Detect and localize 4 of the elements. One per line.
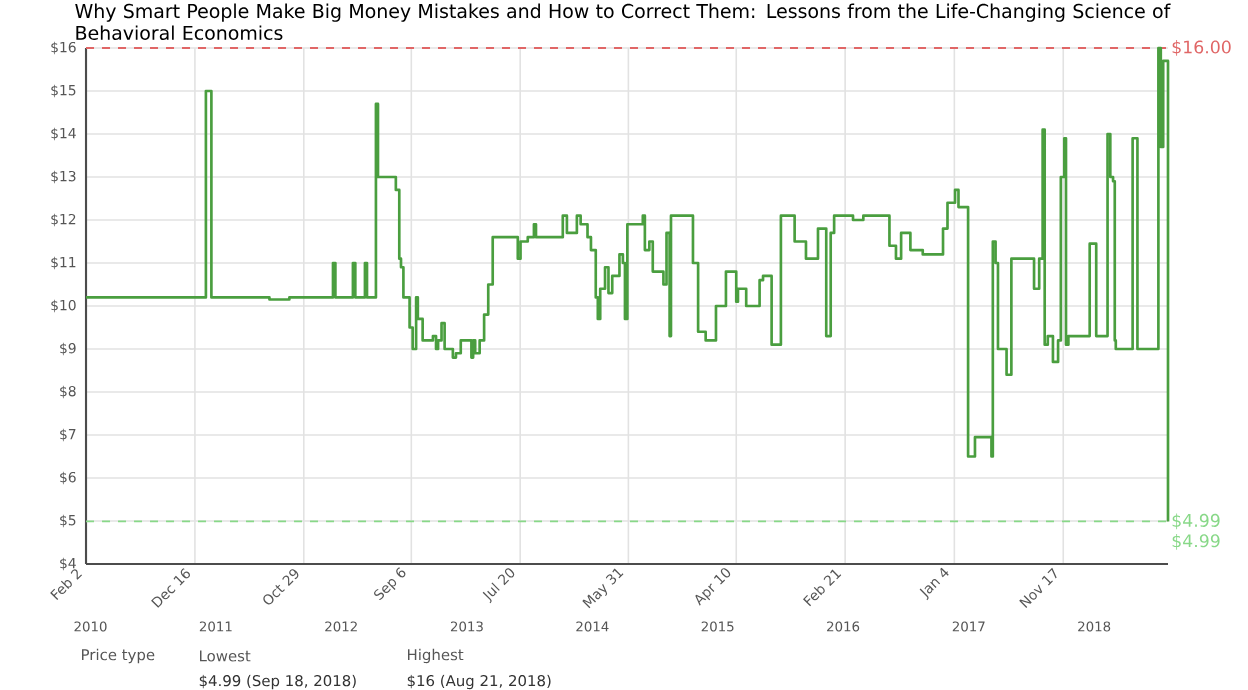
ref-line-label: $4.99 <box>1172 513 1220 530</box>
annotation: $4.99 <box>1172 533 1220 550</box>
chart-title: Why Smart People Make Big Money Mistakes and How to Correct Them: Lessons from the Life-Changing Science of Behavioral Economics <box>75 3 1171 41</box>
ref-line-label: $16.00 <box>1172 40 1231 56</box>
